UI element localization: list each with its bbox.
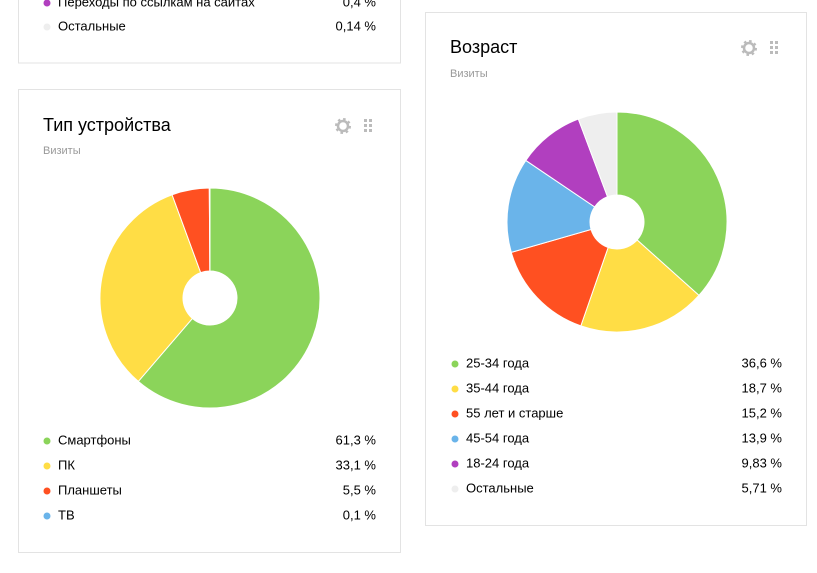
legend-swatch xyxy=(451,435,459,443)
panel xyxy=(18,89,401,553)
legend-swatch xyxy=(43,0,51,7)
pie-slice xyxy=(137,187,321,409)
legend-value: 0,1 % xyxy=(343,507,377,522)
legend-label: Остальные xyxy=(58,18,126,33)
pie-slice xyxy=(99,194,202,383)
drag-handle-dot xyxy=(364,124,367,127)
widget-subtitle: Визиты xyxy=(450,68,488,80)
legend-swatch xyxy=(451,485,459,493)
legend-value: 36,6 % xyxy=(742,355,783,370)
settings-icon-core xyxy=(742,41,756,55)
legend-swatch xyxy=(451,460,459,468)
legend-swatch xyxy=(451,360,459,368)
legend-label: Смартфоны xyxy=(58,432,131,447)
legend-value: 18,7 % xyxy=(742,380,783,395)
legend-label: 55 лет и старше xyxy=(466,405,563,420)
legend-value: 0,4 % xyxy=(343,0,377,9)
legend-value: 0,14 % xyxy=(336,18,377,33)
legend-label: Планшеты xyxy=(58,482,122,497)
legend-value: 13,9 % xyxy=(742,430,783,445)
legend-value: 5,5 % xyxy=(343,482,377,497)
legend-swatch xyxy=(451,385,459,393)
legend-value: 15,2 % xyxy=(742,405,783,420)
legend-swatch xyxy=(43,512,51,520)
widget-title: Тип устройства xyxy=(43,115,172,135)
legend-swatch xyxy=(451,410,459,418)
legend-swatch xyxy=(43,437,51,445)
drag-handle-dot xyxy=(369,129,372,132)
drag-handle-dot xyxy=(775,51,778,54)
pie-slice xyxy=(580,239,700,333)
legend-swatch xyxy=(43,23,51,31)
legend-value: 9,83 % xyxy=(742,455,783,470)
settings-icon-core xyxy=(336,119,350,133)
drag-handle-dot xyxy=(369,124,372,127)
widget-title: Возраст xyxy=(450,37,517,57)
legend-label: ПК xyxy=(58,457,75,472)
legend-label: 45-54 года xyxy=(466,430,530,445)
legend-label: 25-34 года xyxy=(466,355,530,370)
legend-label: ТВ xyxy=(58,507,75,522)
drag-handle-dot xyxy=(364,119,367,122)
legend-label: 18-24 года xyxy=(466,455,530,470)
drag-handle-dot xyxy=(770,51,773,54)
legend-value: 61,3 % xyxy=(336,432,377,447)
drag-handle-dot xyxy=(770,46,773,49)
drag-handle-dot xyxy=(364,129,367,132)
pie-slice xyxy=(506,159,596,254)
drag-handle-dot xyxy=(775,41,778,44)
pie-slice xyxy=(510,228,609,327)
legend-value: 33,1 % xyxy=(336,457,377,472)
legend-swatch xyxy=(43,487,51,495)
legend-label: Остальные xyxy=(466,480,534,495)
pie-slice xyxy=(208,187,211,272)
widget-subtitle: Визиты xyxy=(43,145,81,157)
legend-value: 5,71 % xyxy=(742,480,783,495)
pie-slice xyxy=(577,111,618,198)
pie-slice xyxy=(616,111,728,297)
drag-handle-dot xyxy=(369,119,372,122)
drag-handle-dot xyxy=(775,46,778,49)
legend-swatch xyxy=(43,462,51,470)
panel xyxy=(18,0,401,64)
legend-label: 35-44 года xyxy=(466,380,530,395)
drag-handle-dot xyxy=(770,41,773,44)
legend-label: Переходы по ссылкам на сайтах xyxy=(58,0,255,9)
